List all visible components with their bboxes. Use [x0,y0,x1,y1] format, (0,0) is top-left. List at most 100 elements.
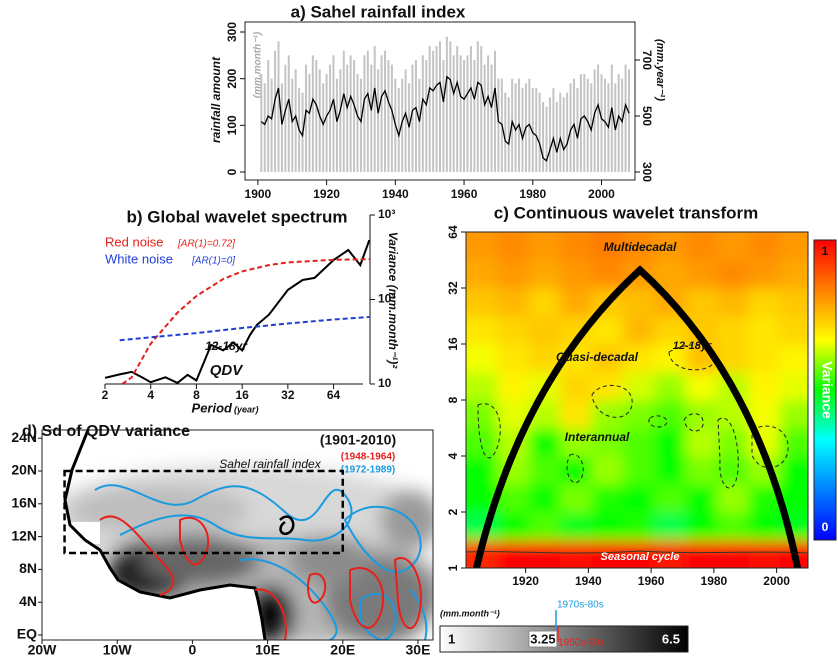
heat-cell [779,232,808,261]
bar [332,55,335,173]
contours-1948-1964 [99,515,422,640]
heat-cell [654,540,687,568]
heatmap [466,232,808,568]
period-label: (1972-1989) [341,465,395,476]
bar [490,64,493,172]
bar [439,41,441,173]
series-line [121,258,370,385]
x-tick-label: 1980 [701,574,728,588]
heat-cell [466,372,498,401]
heat-cell [560,483,593,513]
bar [566,92,569,172]
heat-cell [717,427,749,457]
heat-cell [528,316,561,345]
bar [380,55,383,173]
x-tick-label: 2000 [763,574,790,588]
annotation: Seasonal cycle [601,551,680,563]
heat-cell [654,400,687,429]
bar [593,69,596,172]
x-tick-label: 10E [255,642,280,658]
heat-cell [497,316,530,345]
bar [370,64,373,172]
heat-cell [685,288,718,317]
box-label: Sahel rainfall index [219,457,321,471]
bar [418,78,421,172]
x-tick-label: 1940 [575,574,602,588]
heat-cell [466,344,498,373]
y-tick-label: 10 [378,376,392,390]
bar [421,55,424,173]
bar [449,41,452,173]
bar [318,69,321,172]
period-label: (1948-1964) [341,452,395,463]
x-tick-label: 2 [102,388,109,402]
bar [356,74,359,172]
heat-cell [779,400,808,429]
heat-cell [466,456,498,485]
heat-cell [654,512,687,541]
x-tick-label: 1920 [512,574,539,588]
heat-cell [560,512,593,541]
y2-tick-label: 700 [640,50,654,70]
bar [452,55,455,173]
bar [459,55,462,173]
panel-c-title: c) Continuous wavelet transform [494,203,758,222]
bar [274,50,277,172]
bar [562,97,565,172]
bar [487,55,490,173]
bar [548,97,551,172]
x-tick-label: 20W [28,642,58,658]
bar [531,88,534,172]
bar [597,64,600,172]
heat-cell [591,232,624,261]
bar [552,88,555,172]
annotation: QDV [210,362,245,379]
bar [600,74,603,172]
heat-cell [497,372,530,401]
bar [311,55,314,173]
heat-cell [528,232,561,261]
series-line [119,316,370,342]
bar [277,41,280,173]
y-tick-label: 8 [446,396,460,403]
heat-cell [622,232,655,261]
bar [463,60,466,172]
colorbar-tick-label: 1 [448,631,455,646]
heat-cell [685,372,718,401]
heat-cell [622,427,655,457]
bar [408,83,411,172]
bar [442,60,445,172]
heat-cell [591,483,624,513]
heat-cell [622,316,655,345]
bar [583,74,586,172]
bar [432,50,435,172]
heat-cell [685,456,718,485]
bar [507,97,510,172]
y-tick-label: 200 [225,68,239,88]
bar [466,55,469,173]
annotation: 12-18yr [673,340,712,352]
y-axis-unit: (mm.month⁻¹) [253,31,264,98]
colorbar [439,625,689,653]
y-tick-label: 4N [19,593,37,609]
bar [342,50,345,172]
x-tick-label: 4 [147,388,154,402]
heat-cell [685,512,718,541]
bar [349,55,352,173]
heat-cell [622,400,655,429]
x-axis-label: Period [192,400,234,415]
heat-cell [685,540,718,568]
heat-cell [497,232,530,261]
y2-tick-label: 300 [640,162,654,182]
heat-cell [560,259,593,289]
bar [363,55,366,173]
heat-cell [591,512,624,541]
bar [287,55,290,173]
heat-cell [528,259,561,289]
heat-cell [779,316,808,345]
heat-cell [591,316,624,345]
bar [390,64,393,172]
heat-cell [560,400,593,429]
bar [555,102,558,172]
y-tick-label: 64 [446,225,460,239]
